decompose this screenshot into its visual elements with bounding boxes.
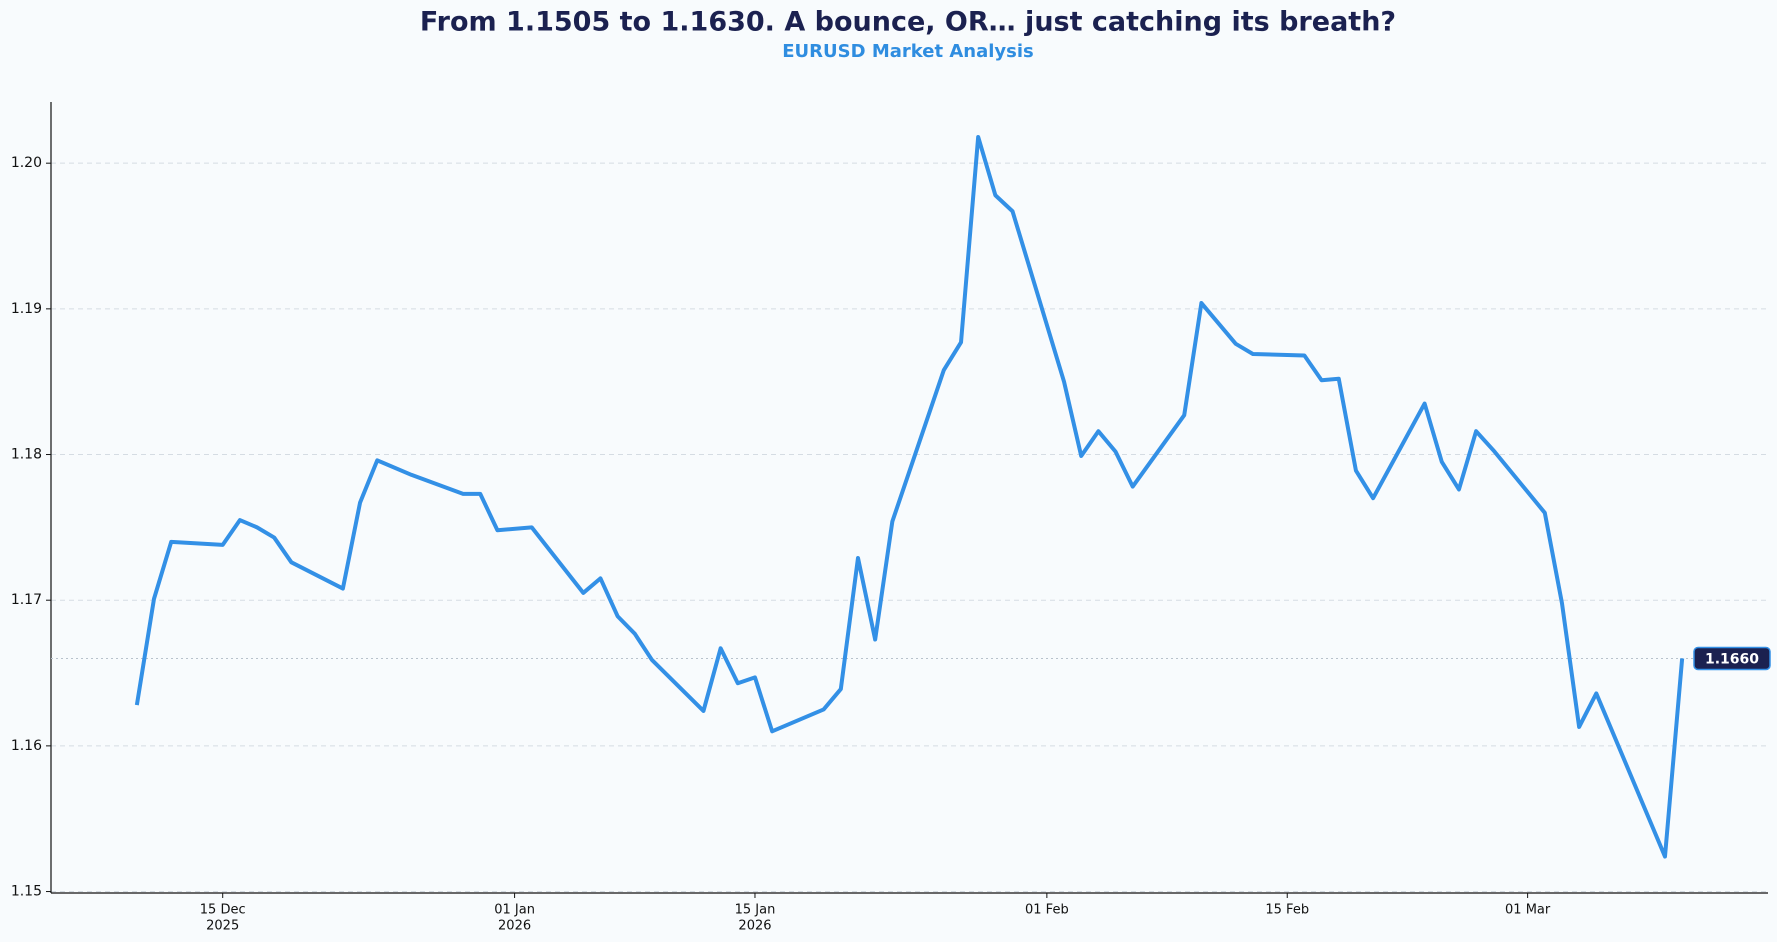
x-tick-label: 01 Feb	[1025, 903, 1069, 918]
price-line	[134, 134, 1685, 859]
chart-subtitle: EURUSD Market Analysis	[782, 41, 1033, 62]
x-tick-label: 15 Feb	[1265, 903, 1309, 918]
y-tick-label: 1.17	[11, 592, 42, 608]
chart-title: From 1.1505 to 1.1630. A bounce, OR… jus…	[420, 7, 1396, 38]
x-tick-label: 2026	[738, 919, 771, 934]
x-tick-label: 2025	[206, 919, 239, 934]
x-tick-label: 01 Mar	[1505, 903, 1551, 918]
badge-box	[1693, 646, 1771, 671]
badge-label: 1.1660	[1705, 651, 1759, 667]
y-tick-label: 1.16	[11, 738, 42, 754]
y-tick-label: 1.20	[11, 155, 42, 171]
x-tick-label: 01 Jan	[494, 903, 535, 918]
y-tick-label: 1.15	[11, 884, 42, 900]
x-tick-label: 15 Dec	[200, 903, 246, 918]
x-tick-label: 2026	[498, 919, 531, 934]
last-price-badge: 1.1660	[1693, 646, 1771, 671]
x-tick-label: 15 Jan	[735, 903, 776, 918]
y-tick-label: 1.19	[11, 301, 42, 317]
y-tick-label: 1.18	[11, 447, 42, 463]
